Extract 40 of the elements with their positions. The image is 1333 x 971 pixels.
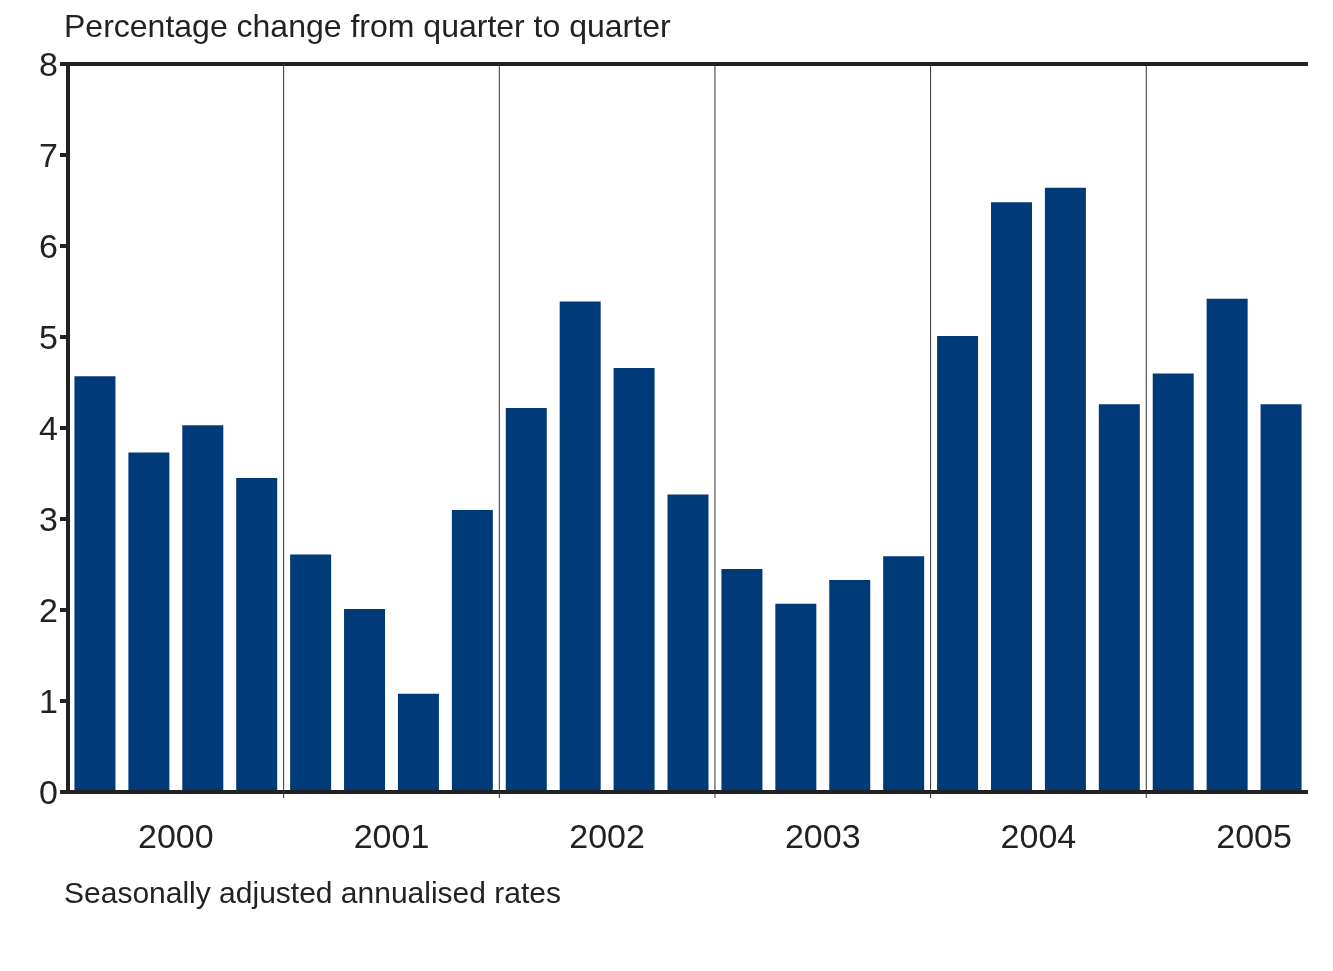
bar [397,693,439,792]
bar [667,494,709,792]
y-tick-label: 6 [39,227,58,266]
bar [1044,187,1086,792]
bar [775,603,817,792]
bar [559,301,601,792]
bar [344,609,386,792]
x-tick-label: 2004 [1000,817,1077,855]
bar [883,556,925,792]
y-tick-label: 2 [39,591,58,630]
y-tick-label: 7 [39,136,58,175]
y-tick-label: 0 [39,773,58,812]
x-tick-label: 2001 [353,817,430,855]
bar [1206,298,1248,792]
x-tick-label: 2003 [784,817,861,855]
bar [74,376,116,792]
bar [451,509,493,792]
x-tick-label: 2000 [138,817,214,855]
bar [721,569,763,792]
chart-title: Percentage change from quarter to quarter [64,8,672,46]
bar [290,554,332,792]
y-tick-label: 3 [39,500,58,539]
x-tick-label: 2005 [1216,817,1292,855]
y-tick-label: 5 [39,318,58,357]
y-tick-label: 8 [39,45,58,84]
bar [1152,373,1194,792]
bar [1098,404,1140,792]
bar [182,425,224,792]
bar [505,407,547,792]
x-tick-label: 2002 [569,817,645,855]
y-tick-label: 1 [39,682,58,721]
bar [236,478,278,792]
bar [128,452,170,792]
text: Seasonally adjusted annualised rates [64,876,562,910]
y-tick-label: 4 [39,409,58,448]
bar [1260,404,1302,792]
bar [613,367,655,792]
bar [829,579,871,792]
bar [990,202,1032,792]
bar [937,336,979,792]
